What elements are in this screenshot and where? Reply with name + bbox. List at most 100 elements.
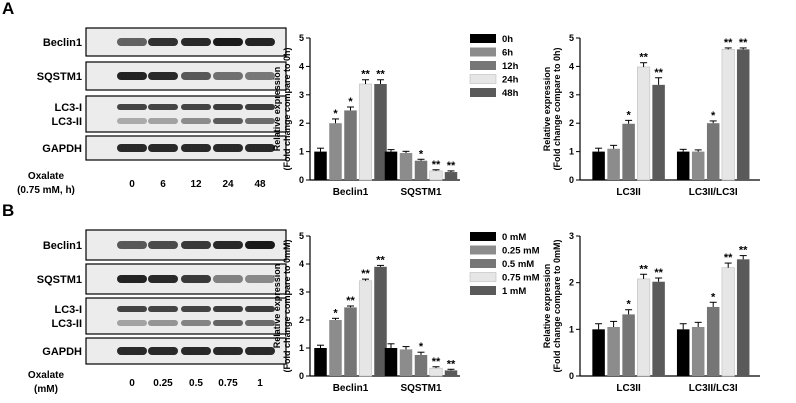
significance-marker: * [626, 109, 631, 121]
bar [652, 84, 665, 180]
significance-marker: ** [447, 160, 456, 172]
significance-marker: * [711, 291, 716, 303]
blot-band [117, 104, 147, 110]
blot-band [245, 144, 275, 152]
significance-marker: * [419, 148, 424, 160]
bar [721, 49, 735, 181]
bar [706, 123, 720, 180]
category-label: SQSTM1 [400, 383, 442, 394]
category-label: LC3II [616, 383, 641, 394]
blot-band [245, 347, 275, 355]
blot-band [245, 104, 275, 110]
bar [399, 153, 413, 180]
condition-unit: (0.75 mM, h) [17, 185, 75, 196]
bar [607, 148, 620, 180]
blot-band [148, 72, 178, 80]
bar [652, 281, 665, 376]
significance-marker: ** [639, 52, 648, 64]
legend-label: 24h [502, 75, 519, 86]
y-tick-label: 5 [299, 231, 304, 241]
blot-row-label: Beclin1 [43, 37, 82, 49]
blot-band [117, 347, 147, 355]
significance-marker: ** [724, 37, 733, 49]
bar [637, 66, 651, 181]
blot-band [213, 306, 243, 312]
legend-label: 6h [502, 48, 513, 59]
condition-value: 6 [160, 179, 166, 190]
blot-band [148, 144, 178, 152]
condition-value: 1 [257, 378, 263, 389]
y-axis-sublabel: (Fold change compare to 0mM) [552, 239, 562, 372]
blot-band [213, 275, 243, 283]
significance-marker: * [333, 307, 338, 319]
blot-band [245, 320, 275, 326]
blot-panel-b: B Beclin1 SQSTM1 LC3-I LC3-II GAPDH Oxalate (mM… [2, 201, 287, 395]
blot-band [181, 306, 211, 312]
bar [358, 280, 373, 377]
blot-row-label: SQSTM1 [37, 71, 82, 83]
blot-band [181, 275, 211, 283]
significance-marker: * [348, 96, 353, 108]
bar-chart-1: 0 1 2 3 4 5 Relative expression (Fold change co… [272, 33, 519, 198]
bar [384, 151, 398, 180]
significance-marker: * [333, 108, 338, 120]
blot-band [181, 72, 211, 80]
blot-band [148, 275, 178, 283]
bar [676, 329, 690, 376]
bar [444, 172, 458, 180]
legend-swatch [470, 232, 496, 241]
condition-unit: (mM) [34, 384, 58, 395]
y-tick-label: 2 [299, 315, 304, 325]
blot-band [181, 320, 211, 326]
blot-row-label: GAPDH [42, 346, 82, 358]
blot-row-label: LC3-I [55, 304, 83, 316]
panel-letter: B [2, 201, 14, 220]
legend-label: 0.75 mM [502, 273, 540, 284]
y-axis-sublabel: (Fold change compare to 0h) [282, 47, 292, 170]
legend-swatch [470, 34, 496, 43]
y-tick-label: 1 [569, 324, 574, 334]
condition-label: Oxalate [28, 370, 65, 381]
bar [314, 348, 327, 376]
y-tick-label: 0 [569, 175, 574, 185]
bar [622, 314, 635, 376]
significance-marker: ** [654, 67, 663, 79]
bar [676, 151, 690, 180]
legend-swatch [470, 61, 496, 70]
blot-band [181, 144, 211, 152]
legend-swatch [470, 259, 496, 268]
y-tick-label: 3 [569, 231, 574, 241]
blot-band [213, 118, 243, 124]
bar [329, 320, 342, 376]
y-axis-label: Relative expression [542, 67, 552, 152]
bar [414, 160, 428, 180]
blot-band [245, 241, 275, 249]
bar [329, 123, 342, 180]
significance-marker: ** [724, 252, 733, 264]
significance-marker: ** [361, 268, 370, 280]
bar [358, 83, 373, 181]
bar [706, 306, 720, 376]
blot-band [245, 306, 275, 312]
blot-band [213, 38, 243, 46]
y-tick-label: 3 [299, 287, 304, 297]
legend-swatch [470, 47, 496, 57]
y-tick-label: 2 [569, 118, 574, 128]
bar [592, 329, 605, 376]
blot-band [213, 241, 243, 249]
condition-label: Oxalate [28, 171, 65, 182]
category-label: LC3II/LC3I [689, 383, 738, 394]
blot-band [181, 118, 211, 124]
bar [691, 327, 705, 376]
bar-chart-3: 0 1 2 3 4 5 Relative expression (Fold change co… [272, 231, 540, 394]
blot-band [117, 144, 147, 152]
y-tick-label: 1 [569, 147, 574, 157]
legend-label: 0 mM [502, 232, 526, 243]
y-axis-label: Relative expression [272, 264, 282, 349]
blot-band [117, 72, 147, 80]
blot-band [148, 320, 178, 326]
y-axis-sublabel: (Fold change compare to 0mM) [282, 239, 292, 372]
condition-value: 0.75 [218, 378, 238, 389]
legend-label: 1 mM [502, 286, 526, 297]
